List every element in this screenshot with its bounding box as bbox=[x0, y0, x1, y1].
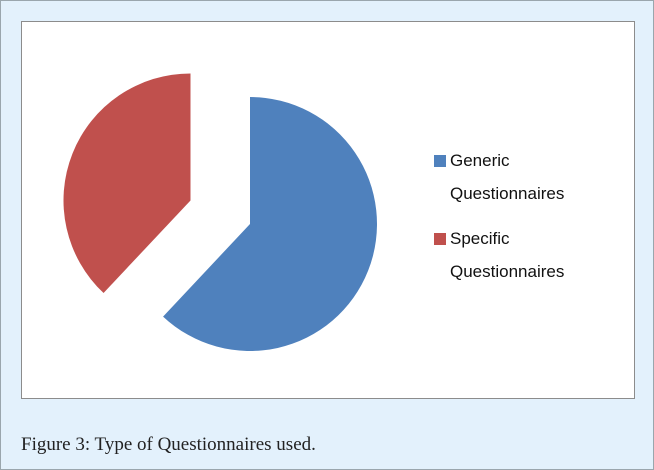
pie-slice bbox=[163, 97, 377, 351]
legend-label: Generic Questionnaires bbox=[450, 151, 565, 203]
legend-entry: Generic Questionnaires bbox=[434, 144, 600, 210]
legend-label: Specific Questionnaires bbox=[450, 229, 565, 281]
chart-area: Generic Questionnaires Specific Questionn… bbox=[21, 21, 635, 399]
pie-slice bbox=[63, 73, 191, 294]
pie bbox=[63, 73, 377, 351]
legend-swatch bbox=[434, 233, 446, 245]
legend-entry: Specific Questionnaires bbox=[434, 222, 600, 288]
caption: Figure 3: Type of Questionnaires used. bbox=[21, 434, 316, 455]
legend-swatch bbox=[434, 155, 446, 167]
